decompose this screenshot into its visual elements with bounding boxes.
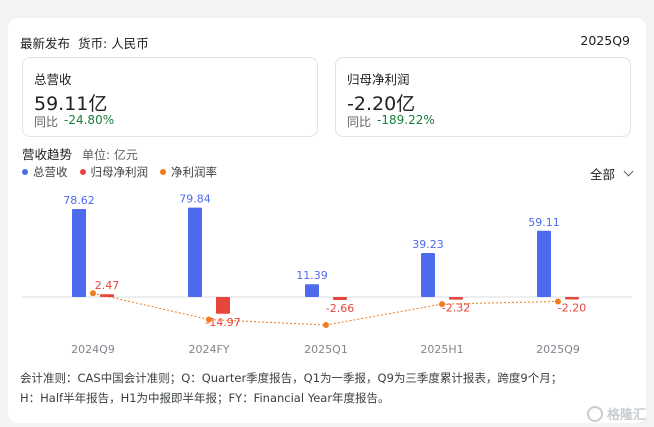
margin-point bbox=[323, 322, 329, 329]
legend-label-net-profit: 归母净利润 bbox=[90, 165, 149, 179]
chevron-down-icon bbox=[623, 166, 634, 177]
revenue-value-label: 79.84 bbox=[179, 193, 211, 206]
revenue-bar bbox=[188, 207, 202, 297]
revenue-yoy: 同比 -24.80% bbox=[34, 113, 114, 130]
revenue-value-label: 11.39 bbox=[296, 269, 328, 282]
revenue-bar bbox=[537, 230, 551, 297]
net-profit-bar bbox=[216, 297, 230, 314]
footnote-line-1: 会计准则：CAS中国会计准则；Q：Quarter季度报告，Q1为一季报，Q9为三… bbox=[20, 371, 563, 385]
net-profit-card: 归母净利润 -2.20亿 同比 -189.22% bbox=[335, 57, 631, 137]
legend-item-net-profit[interactable]: 归母净利润 bbox=[79, 164, 149, 180]
trend-heading: 营收趋势 单位: 亿元 bbox=[22, 144, 138, 163]
net-profit-yoy-value: -189.22% bbox=[377, 113, 435, 127]
revenue-card: 总营收 59.11亿 同比 -24.80% bbox=[22, 57, 318, 137]
watermark-text: 格隆汇 bbox=[606, 408, 646, 423]
revenue-bar bbox=[421, 253, 435, 297]
revenue-bar bbox=[305, 284, 319, 297]
legend-dot-net-profit bbox=[79, 169, 86, 175]
revenue-trend-chart: 78.62 2.47 2024Q9 79.84 -14.97 2024FY 11.39 -2.… bbox=[22, 193, 632, 356]
legend-label-margin: 净利润率 bbox=[171, 165, 217, 179]
x-tick-label: 2025Q1 bbox=[304, 343, 348, 356]
revenue-value-label: 59.11 bbox=[528, 216, 560, 229]
net-profit-value-label: -2.32 bbox=[442, 302, 470, 315]
margin-point bbox=[439, 301, 445, 308]
x-tick-label: 2025Q9 bbox=[536, 343, 580, 356]
revenue-card-value: 59.11亿 bbox=[34, 93, 108, 115]
chart-legend: 总营收 归母净利润 净利润率 bbox=[22, 164, 217, 180]
net-profit-value-label: -2.66 bbox=[326, 302, 354, 315]
report-period: 2025Q9 bbox=[580, 33, 630, 48]
x-tick-label: 2024FY bbox=[188, 343, 229, 356]
period-filter-dropdown[interactable]: 全部 bbox=[589, 164, 634, 183]
revenue-yoy-value: -24.80% bbox=[64, 113, 115, 127]
legend-label-revenue: 总营收 bbox=[33, 165, 68, 179]
revenue-value-label: 39.23 bbox=[412, 238, 444, 251]
net-profit-card-title: 归母净利润 bbox=[347, 72, 410, 87]
margin-point bbox=[90, 290, 96, 297]
net-profit-bar bbox=[449, 297, 463, 300]
period-filter-label: 全部 bbox=[589, 167, 615, 182]
header: 最新发布 货币: 人民币 bbox=[20, 33, 149, 52]
footnote-line-2: H：Half半年报告，H1为中报即半年报；FY：Financial Year年度… bbox=[20, 391, 390, 405]
revenue-value-label: 78.62 bbox=[63, 194, 95, 207]
net-profit-bar bbox=[333, 297, 347, 300]
net-profit-value-label: 2.47 bbox=[95, 279, 120, 292]
legend-item-revenue[interactable]: 总营收 bbox=[22, 164, 68, 180]
net-profit-yoy-label: 同比 bbox=[347, 115, 372, 129]
net-profit-value-label: -2.20 bbox=[558, 302, 586, 315]
latest-release-label: 最新发布 bbox=[20, 36, 71, 51]
net-profit-value-label: -14.97 bbox=[205, 316, 240, 329]
legend-item-margin[interactable]: 净利润率 bbox=[160, 164, 217, 180]
legend-dot-margin bbox=[160, 169, 166, 175]
net-profit-bar bbox=[565, 297, 579, 300]
footnote: 会计准则：CAS中国会计准则；Q：Quarter季度报告，Q1为一季报，Q9为三… bbox=[20, 368, 632, 408]
net-profit-bar bbox=[100, 294, 114, 297]
trend-title: 营收趋势 bbox=[22, 147, 73, 162]
legend-dot-revenue bbox=[22, 169, 28, 175]
trend-unit: 单位: 亿元 bbox=[82, 148, 138, 162]
watermark-logo-icon bbox=[586, 405, 603, 422]
currency-label: 货币: 人民币 bbox=[78, 36, 149, 51]
revenue-card-title: 总营收 bbox=[34, 72, 72, 87]
revenue-yoy-label: 同比 bbox=[34, 115, 59, 129]
margin-point bbox=[555, 298, 561, 305]
x-tick-label: 2024Q9 bbox=[71, 343, 115, 356]
margin-point bbox=[206, 316, 212, 323]
x-tick-label: 2025H1 bbox=[420, 343, 463, 356]
watermark: 格隆汇 bbox=[586, 404, 646, 423]
revenue-bar bbox=[72, 208, 86, 297]
net-profit-yoy: 同比 -189.22% bbox=[347, 113, 435, 130]
net-profit-card-value: -2.20亿 bbox=[347, 93, 416, 115]
